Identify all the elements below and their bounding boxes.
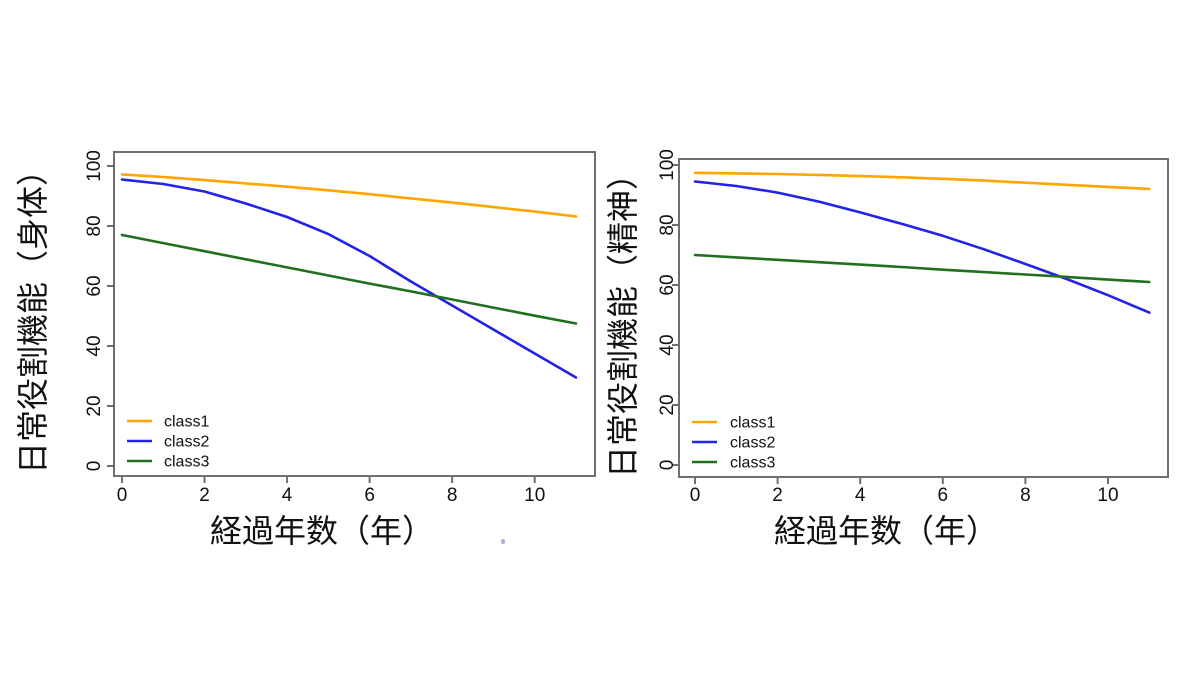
- legend-label: class2: [730, 435, 775, 452]
- plot-box: [678, 158, 1169, 478]
- y-tick-label: 20: [84, 395, 105, 416]
- y-tick-label: 40: [657, 334, 678, 355]
- series-line-class3: [693, 253, 1151, 284]
- x-tick-label: 8: [1020, 485, 1031, 506]
- plot-box: [113, 151, 596, 477]
- legend-label: class1: [164, 414, 209, 431]
- y-tick-label: 80: [84, 215, 105, 236]
- chart-mental: 0 2 4 6 8 10020406080100class1class2class3日常役…: [605, 149, 1169, 549]
- legend-label: class3: [164, 454, 209, 471]
- chart-physical: 0 2 4 6 8 10020406080100class1class2class3日常役…: [15, 150, 596, 549]
- x-tick-label: 4: [282, 485, 293, 506]
- y-tick-label: 20: [657, 394, 678, 415]
- series-line-class3: [120, 233, 578, 325]
- stray-mark: [501, 539, 505, 544]
- y-tick-label: 60: [84, 275, 105, 296]
- series-line-class1: [120, 173, 578, 218]
- y-tick-label: 60: [657, 274, 678, 295]
- series-line-class2: [693, 180, 1151, 314]
- x-tick-label: 4: [855, 485, 866, 506]
- series-line-class1: [693, 171, 1151, 191]
- legend-label: class1: [730, 415, 775, 432]
- legend-label: class2: [164, 434, 209, 451]
- y-axis-title: 日常役割機能（身体）: [15, 154, 51, 474]
- y-tick-label: 0: [84, 461, 105, 472]
- x-tick-label: 6: [938, 485, 949, 506]
- x-tick-label: 0: [117, 485, 128, 506]
- x-tick-label: 2: [199, 485, 210, 506]
- x-axis-title: 経過年数（年）: [210, 513, 434, 549]
- series-line-class2: [120, 178, 578, 379]
- x-tick-label: 6: [364, 485, 375, 506]
- y-tick-label: 40: [84, 335, 105, 356]
- y-tick-label: 0: [657, 460, 678, 471]
- legend-label: class3: [730, 455, 775, 472]
- x-tick-label: 2: [772, 485, 783, 506]
- x-tick-label: 0: [690, 485, 701, 506]
- x-tick-label: 10: [524, 485, 545, 506]
- y-tick-label: 80: [657, 214, 678, 235]
- x-tick-label: 8: [447, 485, 458, 506]
- x-tick-label: 10: [1097, 485, 1118, 506]
- y-tick-label: 100: [84, 150, 105, 182]
- y-axis-title: 日常役割機能（精神）: [605, 158, 641, 478]
- y-tick-label: 100: [657, 149, 678, 181]
- x-axis-title: 経過年数（年）: [774, 513, 998, 549]
